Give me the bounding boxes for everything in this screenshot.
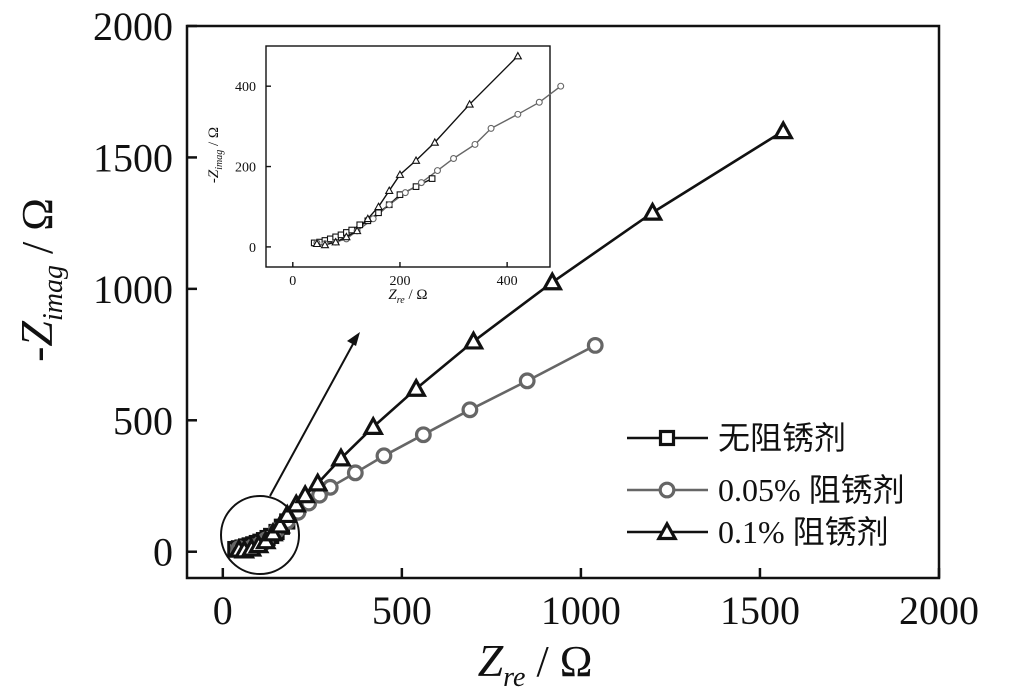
inset-y-axis-label: -Zimag / Ω bbox=[206, 127, 225, 183]
legend: 无阻锈剂 0.05% 阻锈剂 0.1% 阻锈剂 bbox=[627, 420, 905, 550]
zoom-arrow-head bbox=[347, 332, 360, 346]
data-point bbox=[428, 175, 436, 182]
data-point bbox=[363, 214, 373, 223]
data-point bbox=[346, 464, 364, 482]
zoom-circle bbox=[220, 495, 300, 575]
x-tick-label: 0 bbox=[213, 588, 233, 633]
data-point bbox=[411, 155, 421, 164]
data-point bbox=[541, 270, 564, 291]
y-tick-label: 0 bbox=[153, 530, 173, 575]
data-point bbox=[401, 189, 409, 197]
data-point bbox=[348, 226, 356, 234]
data-point bbox=[430, 137, 440, 146]
data-point bbox=[487, 124, 495, 132]
data-point bbox=[341, 232, 351, 241]
series-line-circle bbox=[316, 85, 562, 245]
x-tick-label: 400 bbox=[497, 274, 518, 289]
data-point bbox=[513, 51, 523, 60]
data-point bbox=[374, 202, 383, 211]
data-point bbox=[294, 483, 317, 504]
data-point bbox=[514, 110, 522, 118]
x-tick-label: 500 bbox=[372, 588, 432, 633]
data-point bbox=[375, 447, 393, 465]
y-tick-label: 500 bbox=[113, 398, 173, 443]
y-axis-label: -Zimag / Ω bbox=[11, 198, 69, 362]
inset-frame bbox=[265, 45, 551, 268]
data-point bbox=[330, 446, 352, 467]
data-point bbox=[417, 179, 425, 187]
x-tick-label: 0 bbox=[289, 274, 296, 289]
plot-frame bbox=[185, 24, 941, 580]
data-point bbox=[462, 330, 485, 350]
data-point bbox=[285, 492, 308, 513]
legend-marker-circle bbox=[658, 481, 676, 499]
x-tick-label: 1500 bbox=[720, 588, 800, 633]
series-line-triangle bbox=[316, 55, 519, 246]
data-point bbox=[465, 99, 475, 108]
data-point bbox=[331, 237, 341, 246]
data-point bbox=[557, 82, 565, 90]
inset-x-axis-label: Zre / Ω bbox=[388, 287, 427, 306]
legend-label: 无阻锈剂 bbox=[718, 420, 846, 456]
y-tick-label: 200 bbox=[235, 161, 256, 176]
data-point bbox=[385, 201, 393, 209]
x-tick-label: 200 bbox=[389, 274, 410, 289]
data-point bbox=[405, 377, 428, 397]
data-point bbox=[586, 336, 604, 354]
y-tick-label: 1500 bbox=[93, 135, 173, 180]
data-point bbox=[362, 415, 385, 435]
series-triangle bbox=[312, 51, 523, 249]
data-point bbox=[395, 169, 405, 178]
data-point bbox=[518, 372, 536, 390]
data-point bbox=[352, 226, 362, 235]
data-point bbox=[772, 119, 795, 140]
data-point bbox=[641, 201, 664, 221]
y-tick-label: 2000 bbox=[93, 4, 173, 49]
data-point bbox=[276, 503, 299, 524]
data-point bbox=[384, 186, 394, 195]
data-point bbox=[414, 426, 432, 444]
legend-label: 0.1% 阻锈剂 bbox=[718, 514, 889, 550]
zoom-arrow bbox=[269, 343, 354, 497]
data-point bbox=[471, 140, 479, 148]
x-tick-label: 2000 bbox=[899, 588, 979, 633]
data-point bbox=[375, 209, 382, 217]
data-point bbox=[269, 514, 291, 534]
legend-marker-square bbox=[658, 429, 676, 447]
x-tick-label: 1000 bbox=[541, 588, 621, 633]
series-circle bbox=[313, 82, 565, 248]
series-square bbox=[310, 175, 436, 247]
data-point bbox=[312, 239, 322, 248]
legend-marker-triangle bbox=[656, 520, 678, 541]
series-triangle bbox=[228, 119, 795, 559]
data-point bbox=[356, 221, 364, 229]
legend-label: 0.05% 阻锈剂 bbox=[718, 472, 905, 508]
y-tick-label: 0 bbox=[249, 241, 256, 256]
x-axis-label: Zre / Ω bbox=[478, 635, 593, 691]
data-point bbox=[461, 401, 479, 419]
data-point bbox=[337, 231, 345, 239]
y-tick-label: 1000 bbox=[93, 267, 173, 312]
data-point bbox=[320, 240, 330, 249]
data-point bbox=[306, 471, 329, 492]
y-tick-label: 400 bbox=[235, 80, 256, 95]
data-point bbox=[450, 155, 458, 162]
data-point bbox=[412, 183, 420, 190]
data-point bbox=[535, 98, 543, 106]
data-point bbox=[326, 235, 334, 243]
data-point bbox=[433, 167, 441, 175]
